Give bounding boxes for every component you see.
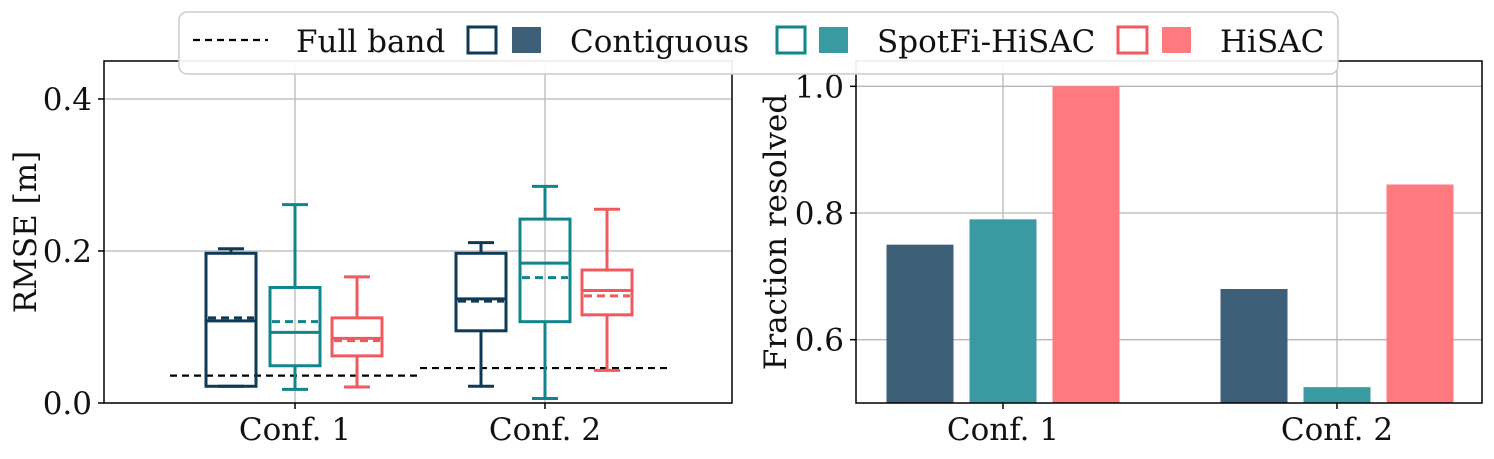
legend-spotfi-bar-swatch (819, 27, 848, 53)
legend-spotfi-box-swatch (775, 25, 807, 55)
box-hisac-2 (580, 207, 634, 372)
iqr-box (268, 285, 322, 368)
bar-hisac-2 (1386, 184, 1454, 403)
iqr-box (454, 251, 508, 333)
legend: Full band Contiguous SpotFi-HiSAC HiSAC (178, 11, 1339, 75)
box-hisac-1 (330, 275, 384, 389)
bar-spotfi-hisac-1 (969, 219, 1037, 403)
legend-contiguous-box-swatch (466, 25, 498, 55)
left-x-tick-label: Conf. 1 (239, 412, 351, 448)
fraction-bar-panel: 0.6 0.8 1.0 Conf. 1 Conf. 2 Fraction resolv… (758, 60, 1483, 448)
legend-label-spotfi-hisac: SpotFi-HiSAC (877, 24, 1095, 60)
left-y-tick-label: 0.2 (43, 234, 92, 270)
bar-contiguous-2 (1220, 289, 1288, 403)
bar-series (886, 86, 1454, 403)
bar-contiguous-1 (886, 244, 954, 403)
iqr-box (330, 316, 384, 358)
box-contiguous-2 (454, 241, 508, 388)
iqr-box (518, 217, 572, 324)
left-y-tick-label: 0.0 (43, 386, 92, 422)
left-x-ticks: Conf. 1 Conf. 2 (239, 403, 601, 448)
legend-hisac-bar-swatch (1162, 27, 1191, 53)
left-y-tick-label: 0.4 (43, 82, 92, 118)
right-y-axis-title: Fraction resolved (758, 94, 794, 370)
right-x-ticks: Conf. 1 Conf. 2 (947, 403, 1393, 448)
legend-label-contiguous: Contiguous (570, 24, 749, 60)
bar-hisac-1 (1052, 86, 1120, 403)
legend-hisac-box-swatch (1116, 25, 1149, 55)
bar-spotfi-hisac-2 (1303, 387, 1371, 403)
right-x-tick-label: Conf. 2 (1281, 412, 1393, 448)
box-contiguous-1 (204, 247, 258, 388)
box-spotfi-hisac-1 (268, 203, 322, 391)
left-grid (104, 61, 732, 404)
right-y-tick-label: 0.6 (795, 323, 844, 359)
legend-label-hisac: HiSAC (1220, 24, 1324, 60)
left-y-ticks: 0.0 0.2 0.4 (43, 82, 104, 422)
iqr-box (580, 268, 634, 317)
rmse-boxplot-panel: 0.0 0.2 0.4 Conf. 1 Conf. 2 RMSE [m] (8, 60, 733, 448)
legend-label-full-band: Full band (296, 24, 445, 60)
legend-contiguous-bar-swatch (512, 27, 541, 53)
right-y-tick-label: 0.8 (795, 196, 844, 232)
left-y-axis-title: RMSE [m] (8, 151, 44, 313)
left-axes-frame (103, 60, 733, 404)
right-y-ticks: 0.6 0.8 1.0 (795, 69, 856, 359)
box-series (204, 184, 634, 400)
right-x-tick-label: Conf. 1 (947, 412, 1059, 448)
box-spotfi-hisac-2 (518, 184, 572, 400)
right-y-tick-label: 1.0 (795, 69, 844, 105)
left-x-tick-label: Conf. 2 (489, 412, 601, 448)
